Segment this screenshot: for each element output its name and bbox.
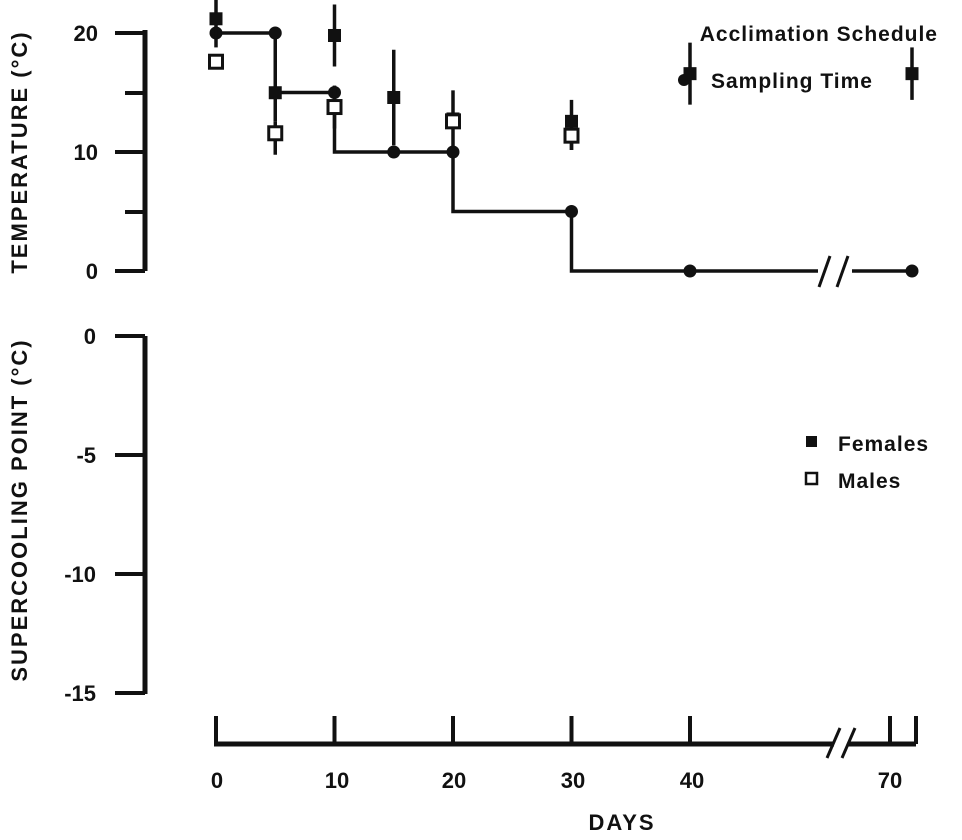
female-point bbox=[328, 28, 341, 42]
temperature-tick-label-10: 10 bbox=[74, 140, 98, 165]
supercooling-tick-label-minus15: -15 bbox=[64, 681, 96, 706]
female-point bbox=[683, 67, 697, 81]
female-point bbox=[565, 114, 578, 128]
x-tick-label: 40 bbox=[680, 768, 704, 793]
supercooling-axis-title: SUPERCOOLING POINT (°C) bbox=[7, 338, 32, 681]
axis-break-mark bbox=[817, 255, 832, 288]
legend-title: Acclimation Schedule bbox=[700, 23, 938, 46]
female-point bbox=[268, 86, 282, 100]
x-ticks bbox=[214, 716, 918, 744]
x-tick-labels: 0 10 20 30 40 70 bbox=[211, 768, 902, 793]
days-x-axis: 0 10 20 30 40 70 DAYS bbox=[211, 716, 918, 835]
axis-break-mark bbox=[835, 255, 850, 288]
temperature-tick-label-20: 20 bbox=[74, 21, 98, 46]
x-tick-label: 30 bbox=[561, 768, 585, 793]
sampling-time-markers bbox=[209, 26, 919, 278]
sampling-time-point bbox=[905, 264, 919, 278]
male-point bbox=[326, 99, 343, 116]
x-tick-label: 10 bbox=[325, 768, 349, 793]
male-markers bbox=[208, 53, 580, 144]
sampling-time-legend-label: Sampling Time bbox=[711, 70, 873, 93]
female-point bbox=[905, 67, 919, 81]
supercooling-tick-label-minus10: -10 bbox=[64, 562, 96, 587]
females-legend-label: Females bbox=[838, 433, 929, 456]
temperature-axis-break bbox=[817, 255, 852, 288]
x-axis-title: DAYS bbox=[588, 810, 655, 835]
temperature-axis-title: TEMPERATURE (°C) bbox=[7, 30, 32, 273]
supercooling-tick-label-0: 0 bbox=[84, 324, 96, 349]
x-tick-label: 70 bbox=[878, 768, 902, 793]
supercooling-tick-label-minus5: -5 bbox=[76, 443, 96, 468]
male-point bbox=[267, 125, 284, 142]
sampling-time-point bbox=[683, 264, 697, 278]
x-tick-label: 20 bbox=[442, 768, 466, 793]
x-tick-label: 0 bbox=[211, 768, 223, 793]
temperature-y-ticks bbox=[115, 31, 145, 273]
sampling-time-point bbox=[268, 26, 282, 40]
male-point bbox=[208, 53, 224, 70]
males-legend-label: Males bbox=[838, 470, 901, 493]
males-legend-marker bbox=[804, 471, 819, 486]
sampling-time-point bbox=[446, 145, 460, 159]
female-point bbox=[387, 91, 401, 104]
female-point bbox=[209, 12, 223, 26]
male-point bbox=[563, 127, 580, 144]
sampling-time-point bbox=[565, 205, 578, 218]
sampling-time-point bbox=[387, 145, 401, 159]
females-legend-marker bbox=[806, 436, 817, 447]
axis-break-mark bbox=[825, 727, 842, 759]
axis-break-mark bbox=[840, 727, 857, 759]
supercooling-y-ticks bbox=[115, 334, 145, 695]
temperature-panel: 20 10 0 TEMPERATURE (°C) Acclimation Sch… bbox=[7, 21, 938, 288]
temperature-tick-label-0: 0 bbox=[86, 259, 98, 284]
male-point bbox=[445, 113, 461, 130]
acclimation-step-line bbox=[216, 31, 912, 273]
supercooling-panel: 0 -5 -10 -15 SUPERCOOLING POINT (°C) Fem… bbox=[7, 0, 929, 706]
